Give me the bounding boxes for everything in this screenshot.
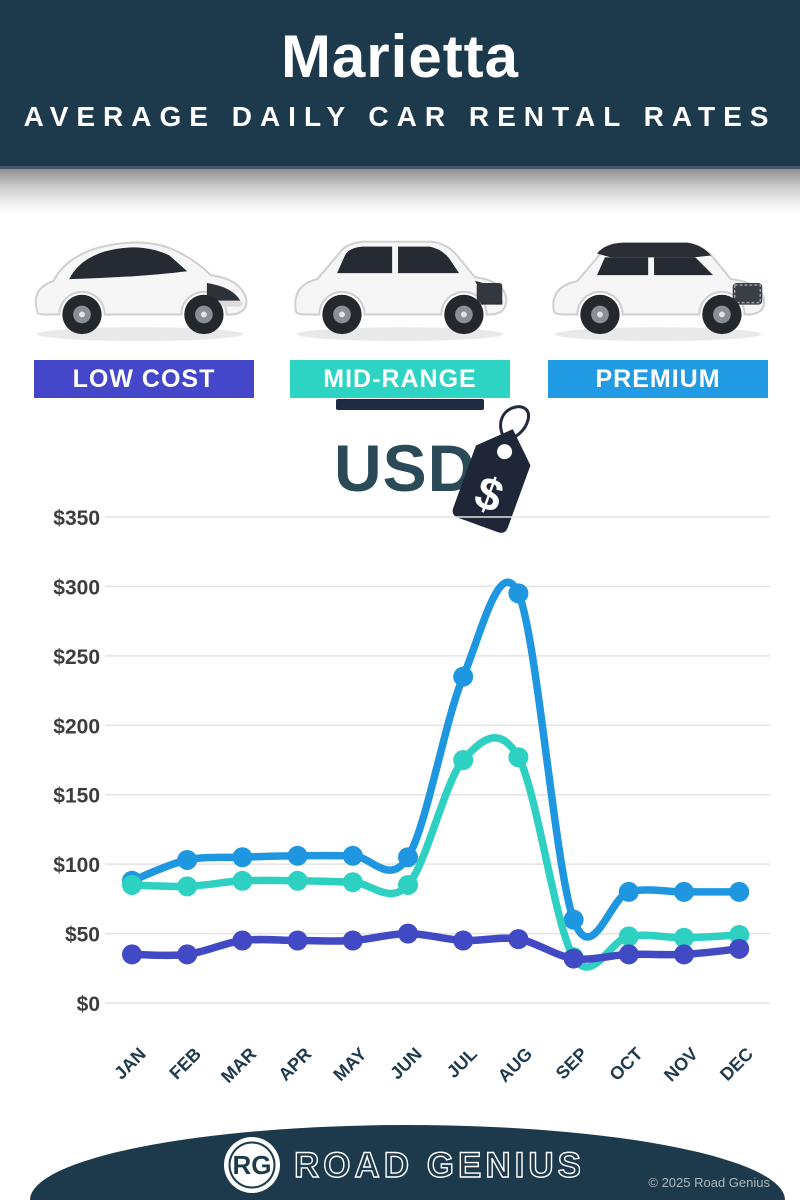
price-tag-icon: $	[452, 405, 531, 533]
y-tick-label: $250	[53, 646, 100, 669]
data-point	[287, 930, 308, 951]
chart-series-lines	[122, 578, 750, 971]
y-tick-label: $50	[65, 924, 100, 947]
data-point	[674, 881, 694, 902]
category-label-premium: PREMIUM	[548, 360, 768, 398]
data-point	[508, 929, 529, 950]
series-low-cost	[122, 923, 750, 969]
data-point	[729, 938, 750, 959]
category-label-text: LOW COST	[72, 364, 216, 393]
y-tick-label: $0	[77, 993, 100, 1016]
hatchback-car-icon	[34, 241, 248, 342]
chart-y-axis-labels: $0 $50 $100 $150 $200 $250 $300 $350	[53, 507, 100, 1016]
rental-rates-line-chart: $0 $50 $100 $150 $200 $250 $300 $350 JAN FEB MAR A…	[53, 507, 770, 1087]
data-point	[618, 881, 639, 902]
data-point	[398, 874, 418, 895]
logo-initials: RG	[233, 1150, 272, 1180]
data-point	[453, 930, 474, 951]
page-subtitle: AVERAGE DAILY CAR RENTAL RATES	[23, 101, 777, 132]
series-premium	[122, 578, 750, 941]
y-tick-label: $350	[53, 507, 100, 530]
data-point	[729, 924, 750, 945]
data-point	[177, 876, 198, 897]
data-point	[674, 927, 694, 948]
data-point	[232, 847, 253, 868]
x-tick-label: SEP	[552, 1044, 592, 1084]
data-point	[453, 666, 474, 687]
data-point	[618, 926, 639, 947]
y-tick-label: $200	[53, 715, 100, 738]
header-banner: Marietta AVERAGE DAILY CAR RENTAL RATES	[0, 0, 800, 169]
copyright-text: © 2025 Road Genius	[648, 1175, 770, 1190]
y-tick-label: $100	[53, 854, 100, 877]
road-genius-logo: RG ROAD GENIUS	[224, 1137, 580, 1193]
data-point	[398, 923, 418, 944]
x-tick-label: FEB	[165, 1044, 205, 1084]
x-tick-label: NOV	[660, 1044, 702, 1086]
y-tick-label: $150	[53, 785, 100, 808]
data-point	[563, 909, 584, 930]
x-tick-label: APR	[274, 1044, 315, 1085]
x-tick-label: JUL	[443, 1044, 481, 1082]
data-point	[232, 870, 253, 891]
category-label-text: MID-RANGE	[323, 364, 477, 393]
page-title: Marietta	[280, 23, 520, 90]
x-tick-label: AUG	[494, 1044, 536, 1086]
data-point	[342, 930, 363, 951]
x-tick-label: DEC	[716, 1044, 757, 1085]
y-tick-label: $300	[53, 576, 100, 599]
label-shadow-decoration	[336, 399, 484, 410]
data-point	[287, 845, 308, 866]
data-point	[232, 930, 253, 951]
data-point	[122, 874, 142, 895]
data-point	[453, 750, 474, 770]
currency-label: USD	[334, 431, 477, 505]
data-point	[342, 845, 363, 866]
data-point	[398, 847, 418, 868]
data-point	[342, 872, 363, 893]
data-point	[177, 944, 198, 965]
midsize-suv-car-icon	[294, 240, 508, 342]
data-point	[674, 944, 694, 965]
header-shadow-gradient	[0, 169, 800, 217]
data-point	[729, 881, 750, 902]
series-mid-range	[122, 734, 750, 971]
data-point	[177, 849, 198, 870]
premium-suv-car-icon	[552, 242, 766, 342]
x-tick-label: OCT	[606, 1044, 647, 1085]
logo-circle	[224, 1137, 280, 1193]
data-point	[508, 583, 529, 604]
x-tick-label: JUN	[386, 1044, 426, 1084]
category-label-low-cost: LOW COST	[34, 360, 254, 398]
data-point	[122, 944, 142, 965]
x-tick-label: JAN	[110, 1044, 150, 1084]
data-point	[508, 747, 529, 768]
chart-x-axis-labels: JAN FEB MAR APR MAY JUN JUL AUG SEP OCT NOV DEC	[110, 1044, 757, 1087]
data-point	[563, 948, 584, 969]
x-tick-label: MAR	[217, 1044, 260, 1087]
data-point	[618, 944, 639, 965]
x-tick-label: MAY	[329, 1044, 370, 1085]
data-point	[287, 870, 308, 891]
brand-name: ROAD GENIUS	[294, 1146, 580, 1185]
category-label-text: PREMIUM	[595, 364, 721, 393]
category-label-mid-range: MID-RANGE	[290, 360, 510, 398]
